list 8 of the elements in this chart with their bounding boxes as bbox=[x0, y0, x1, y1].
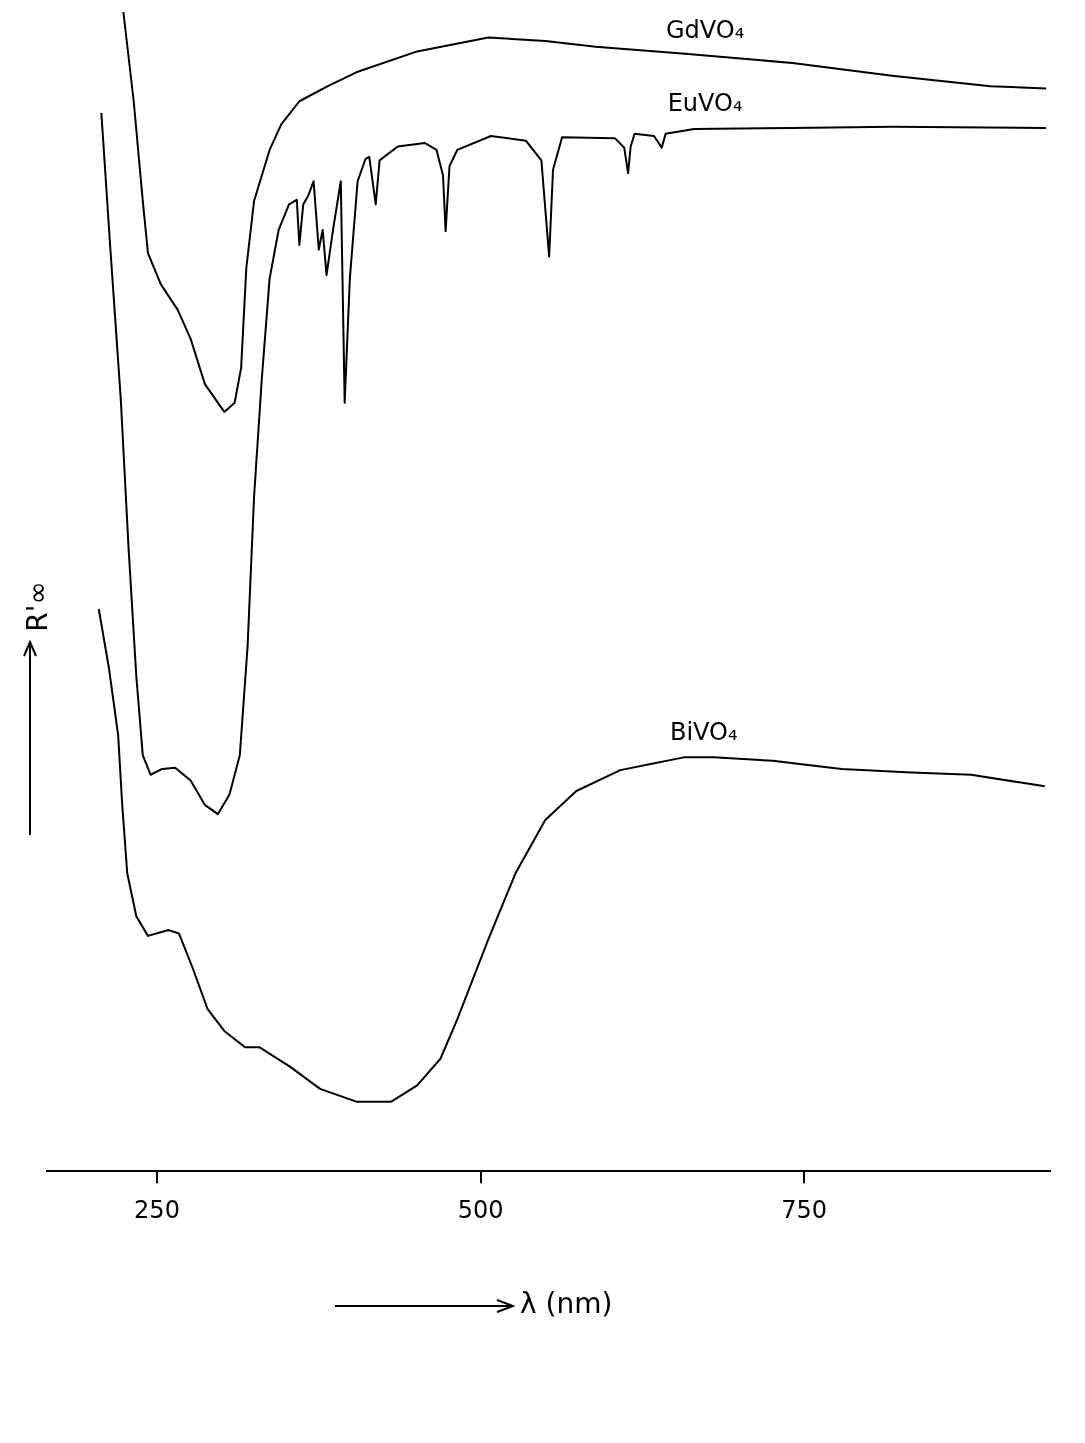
x-tick-label: 500 bbox=[457, 1195, 504, 1224]
y-axis-title: R'∞ bbox=[20, 581, 54, 632]
series-label: GdVO₄ bbox=[665, 15, 745, 44]
x-tick-label: 250 bbox=[134, 1195, 180, 1224]
series-label: EuVO₄ bbox=[667, 89, 743, 118]
x-tick-label: 750 bbox=[781, 1195, 828, 1224]
x-axis-title: λ (nm) bbox=[520, 1287, 613, 1320]
series-label: BiVO₄ bbox=[669, 717, 738, 746]
